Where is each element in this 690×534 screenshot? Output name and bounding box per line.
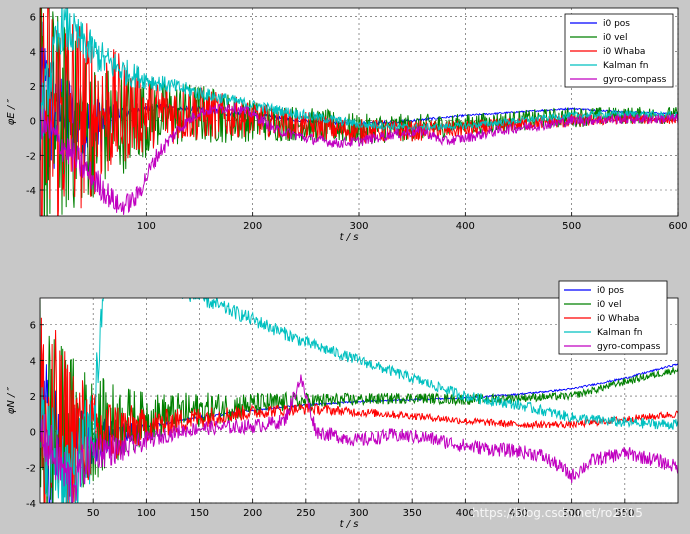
series-group: [40, 298, 678, 503]
series-line-kalman-fn: [40, 8, 678, 156]
x-tick-label: 300: [349, 508, 368, 519]
y-tick-label: 0: [30, 117, 36, 128]
y-tick-label: -4: [26, 499, 36, 510]
series-line-gyro-compass: [40, 374, 678, 503]
y-axis-label: φN / ″: [6, 386, 17, 414]
y-tick-label: 6: [30, 321, 36, 332]
x-tick-label: 50: [87, 508, 100, 519]
x-tick-label: 600: [668, 221, 687, 232]
series-line-kalman-fn: [40, 298, 678, 503]
series-line-i0-whaba: [40, 317, 678, 503]
x-tick-label: 550: [615, 508, 634, 519]
legend-label: Kalman fn: [597, 328, 642, 338]
legend-label: i0 vel: [603, 33, 627, 43]
top-axes: 100 200 300 400 500 600 -4 -2 0 2 4 6 t / s φE / ″ i0 …: [6, 7, 688, 243]
y-tick-label: -4: [26, 186, 36, 197]
x-tick-label: 400: [456, 508, 475, 519]
x-tick-label: 150: [190, 508, 209, 519]
legend-label: gyro-compass: [597, 342, 661, 352]
x-tick-label: 450: [509, 508, 528, 519]
y-tick-label: 0: [30, 428, 36, 439]
x-tick-label: 200: [243, 508, 262, 519]
series-line-gyro-compass: [40, 102, 678, 215]
x-tick-label: 300: [349, 221, 368, 232]
x-tick-label: 200: [243, 221, 262, 232]
y-tick-label: -2: [26, 463, 36, 474]
y-tick-label: 2: [30, 82, 36, 93]
x-tick-label: 100: [137, 508, 156, 519]
legend-label: i0 Whaba: [597, 314, 639, 324]
x-tick-label: 100: [137, 221, 156, 232]
x-tick-label: 350: [403, 508, 422, 519]
x-tick-label: 500: [562, 221, 581, 232]
y-tick-label: 4: [30, 47, 36, 58]
legend: i0 pos i0 vel i0 Whaba Kalman fn gyro-compas…: [558, 280, 668, 355]
y-tick-label: -2: [26, 151, 36, 162]
x-axis-label: t / s: [340, 519, 359, 530]
legend: i0 pos i0 vel i0 Whaba Kalman fn gyro-compas…: [564, 13, 674, 88]
legend-label: i0 pos: [603, 19, 630, 29]
y-axis-label: φE / ″: [6, 99, 17, 126]
legend-label: Kalman fn: [603, 61, 648, 71]
x-tick-label: 400: [456, 221, 475, 232]
legend-label: i0 pos: [597, 286, 624, 296]
legend-label: gyro-compass: [603, 75, 667, 85]
x-tick-label: 500: [562, 508, 581, 519]
y-tick-label: 4: [30, 356, 36, 367]
series-group: [40, 8, 678, 216]
y-tick-label: 6: [30, 13, 36, 24]
x-axis-label: t / s: [340, 232, 359, 243]
watermark: https://blog.csdn.net/ro2015: [472, 506, 643, 520]
x-tick-label: 250: [296, 508, 315, 519]
bottom-axes: 50 100 150 200 250 300 350 400 450 500 550 -4 -2 0 2 4 6…: [6, 280, 679, 530]
y-tick-label: 2: [30, 392, 36, 403]
legend-label: i0 Whaba: [603, 47, 645, 57]
legend-label: i0 vel: [597, 300, 621, 310]
